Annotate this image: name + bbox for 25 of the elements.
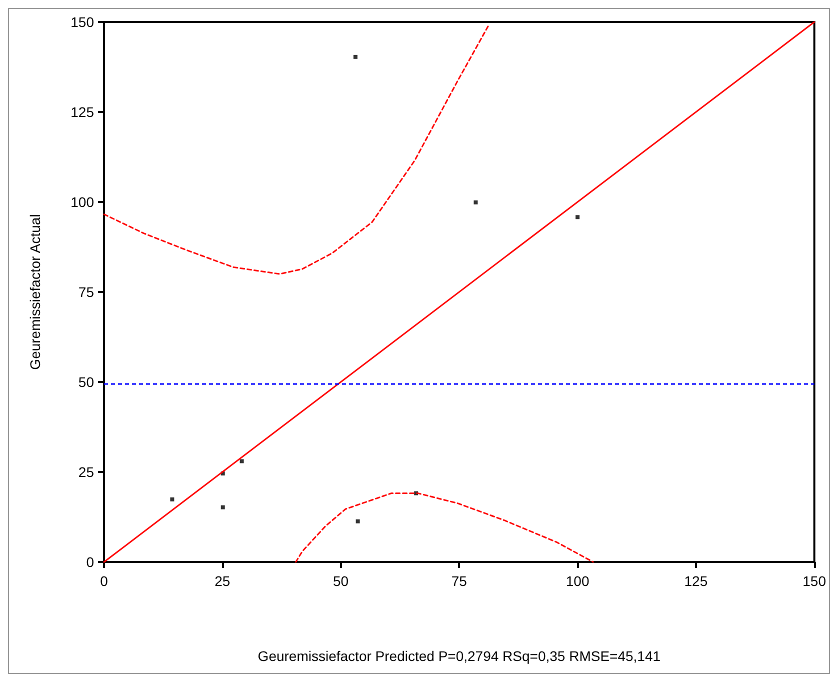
y-tick-label: 150 — [70, 14, 94, 30]
point — [356, 519, 360, 524]
y-tick-label: 75 — [78, 284, 94, 300]
x-tick-label: 75 — [451, 573, 468, 589]
x-tick-label: 25 — [214, 573, 230, 589]
x-axis-title: Geuremissiefactor Predicted P=0,2794 RSq=0,35 RMSE=45,141 — [258, 648, 661, 664]
point — [240, 459, 244, 464]
y-tick-label: 25 — [78, 464, 94, 480]
line-series — [103, 23, 490, 275]
x-tick-label: 150 — [802, 573, 826, 589]
y-axis-title: Geuremissiefactor Actual — [27, 214, 43, 370]
x-tick-label: 100 — [566, 573, 590, 589]
x-tick-label: 50 — [332, 573, 349, 589]
point — [576, 215, 580, 220]
y-tick-label: 100 — [70, 194, 94, 210]
point — [353, 54, 358, 59]
y-tick-label: 0 — [86, 554, 94, 570]
point — [474, 200, 478, 204]
y-tick-label: 50 — [78, 374, 94, 390]
y-tick-label: 125 — [70, 104, 94, 120]
x-tick-label: 125 — [684, 573, 708, 589]
point — [170, 497, 174, 502]
x-tick-label: 0 — [100, 573, 108, 589]
line-series — [295, 492, 594, 563]
point — [220, 505, 225, 510]
